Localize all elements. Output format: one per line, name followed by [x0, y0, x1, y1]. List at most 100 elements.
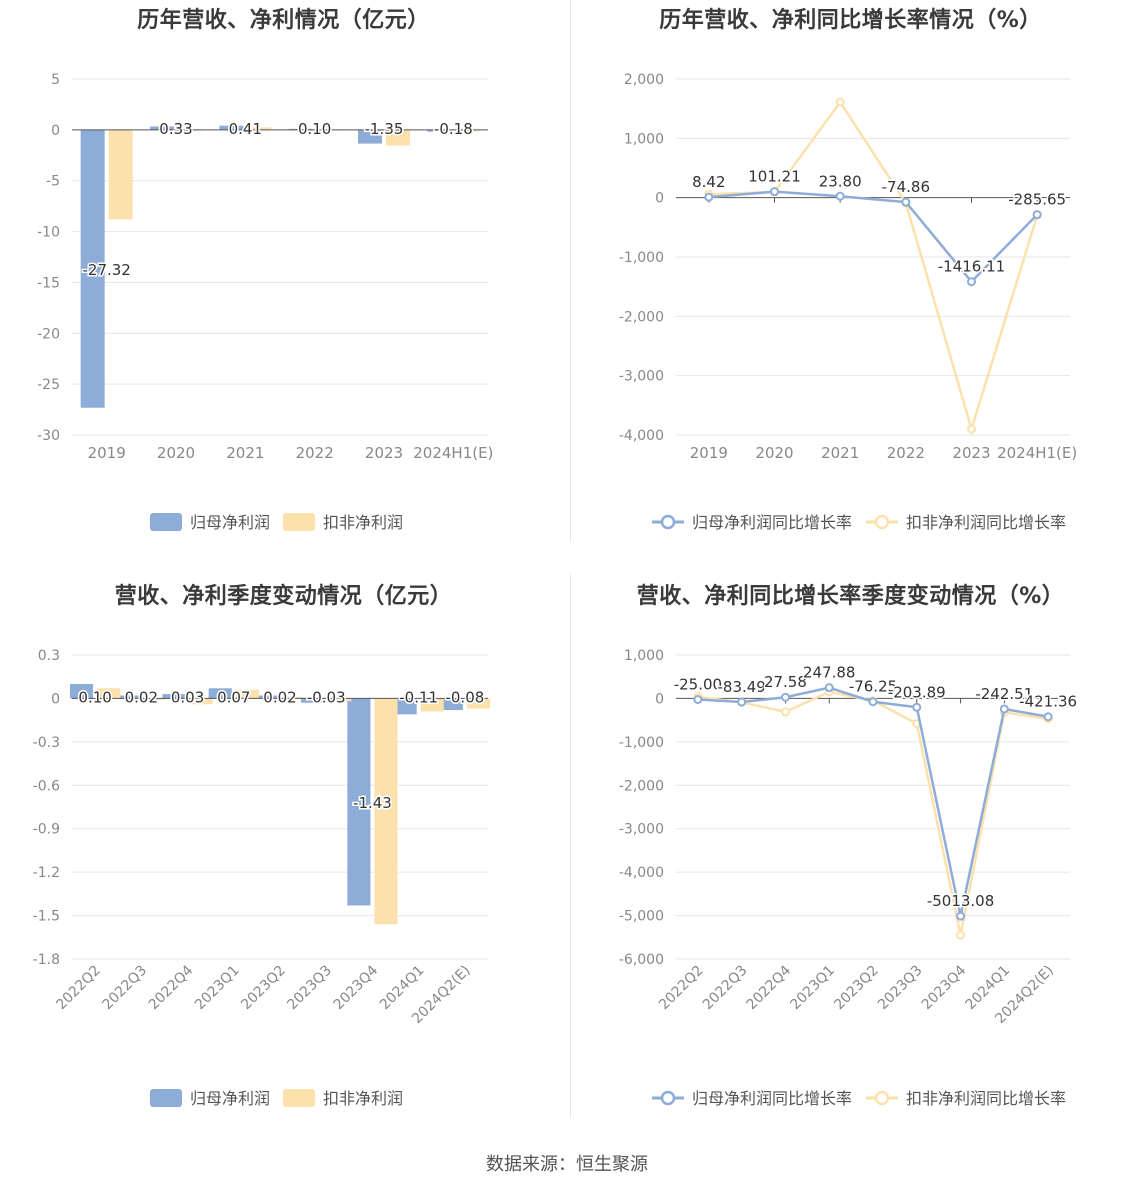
data-label: -1416.11: [938, 258, 1005, 276]
x-tick-label: 2023Q2: [238, 963, 289, 1014]
y-tick-label: -30: [37, 428, 60, 444]
annual-growth-chart: 2,000 1,000 0 -1,000 -2,000 -3,000 -4,000 2019 2…: [619, 72, 1077, 532]
data-label: -76.25: [849, 678, 897, 696]
series-1-point: [1043, 712, 1053, 722]
bar-series-1: [162, 694, 186, 699]
x-tick-label: 2024H1(E): [997, 444, 1077, 462]
y-tick-label: -1.2: [33, 865, 60, 881]
y-tick-label: 2,000: [624, 72, 664, 88]
data-label: -285.65: [1008, 191, 1066, 209]
chart-title: 历年营收、净利情况（亿元）: [137, 8, 430, 33]
legend-label-2: 扣非净利润: [323, 513, 403, 532]
data-label: 0.41: [229, 120, 262, 138]
data-source-label: 数据来源：恒生聚源: [486, 1154, 648, 1175]
x-tick-label: 2022: [887, 444, 925, 462]
series-1-point: [770, 187, 779, 197]
data-label: -0.08: [445, 688, 484, 706]
x-tick-label: 2023Q1: [787, 963, 838, 1014]
y-tick-label: -0.9: [33, 822, 60, 838]
series-1-point: [704, 192, 714, 202]
bar-series-1: [208, 688, 232, 699]
legend-label-1: 归母净利润: [190, 513, 270, 532]
x-tick-label: 2023: [365, 444, 403, 462]
bar-series-1: [427, 129, 452, 132]
series-2-point: [835, 97, 845, 107]
y-tick-label: -0.3: [33, 735, 60, 751]
bar-series-1: [347, 698, 371, 906]
data-label: -421.36: [1019, 693, 1077, 711]
bar-series-1: [439, 698, 463, 711]
x-tick-label: 2022Q4: [146, 962, 197, 1013]
bar-series-1: [254, 695, 278, 699]
x-tick-label: 2023Q4: [331, 962, 382, 1013]
y-tick-label: -1.5: [33, 909, 60, 925]
bar-series-2: [143, 698, 167, 700]
series-1-line: [708, 190, 1039, 284]
data-label: -0.11: [399, 688, 438, 706]
x-tick-label: 2021: [821, 444, 859, 462]
chart-panel-annual-growth: 历年营收、净利同比增长率情况（%） 2,000 1,000 0 -1,000 -2,00…: [567, 0, 1134, 560]
chart-panel-quarterly-growth: 营收、净利同比增长率季度变动情况（%） 1,000 0 -1,000 -2,000 -3…: [567, 576, 1134, 1136]
series-1-point: [835, 191, 845, 201]
x-tick-label: 2020: [755, 444, 793, 462]
data-label: -5013.08: [927, 892, 994, 910]
legend-marker-2: [874, 514, 890, 530]
legend-label-2: 扣非净利润同比增长率: [906, 1089, 1066, 1108]
chart-panel-annual-profit: 历年营收、净利情况（亿元） 5 0 -5 -10 -15 -20 -25 -30 2019 202…: [0, 0, 567, 560]
y-tick-label: -1.8: [33, 952, 60, 968]
bar-series-2: [247, 127, 272, 130]
data-label: -83.49: [717, 678, 765, 696]
data-label: 101.21: [748, 168, 801, 186]
data-label: 0.07: [217, 688, 250, 706]
bar-series-2: [386, 129, 410, 146]
legend-swatch-2: [283, 1089, 315, 1107]
series-1-point: [693, 695, 703, 705]
bar-series-1: [219, 125, 244, 130]
y-tick-label: 1,000: [624, 131, 664, 147]
series-2-line: [697, 690, 1049, 936]
y-tick-label: -5,000: [619, 909, 664, 925]
bar-series-2: [466, 698, 490, 709]
bar-series-1: [393, 698, 417, 715]
chart-title: 历年营收、净利同比增长率情况（%）: [659, 8, 1042, 33]
y-tick-label: -3,000: [619, 822, 664, 838]
bar-series-1: [150, 126, 174, 130]
legend-swatch-2: [283, 513, 315, 531]
legend-label-1: 归母净利润同比增长率: [692, 1089, 852, 1108]
series-2-point: [967, 424, 976, 434]
legend-label-1: 归母净利润: [190, 1089, 270, 1108]
series-1-point: [868, 697, 878, 707]
series-1-point: [737, 697, 747, 707]
bar-series-2: [97, 688, 121, 699]
y-tick-label: 0: [51, 691, 60, 707]
data-label: -0.03: [307, 688, 346, 706]
divider-top: [570, 0, 571, 542]
y-tick-label: -1,000: [619, 250, 664, 266]
chart-title: 营收、净利季度变动情况（亿元）: [114, 584, 453, 609]
annual-profit-chart: 5 0 -5 -10 -15 -20 -25 -30 2019 2020 2021 2022 2023 2…: [37, 72, 493, 532]
legend-marker-1: [660, 514, 676, 530]
legend-swatch-1: [150, 1089, 182, 1107]
y-tick-label: -6,000: [619, 952, 664, 968]
y-tick-label: 1,000: [624, 648, 664, 664]
chart-panel-quarterly-profit: 营收、净利季度变动情况（亿元） 0.3 0 -0.3 -0.6 -0.9 -1.2 -1.5…: [0, 576, 567, 1136]
series-1-point: [967, 277, 976, 287]
bar-series-2: [455, 129, 480, 132]
data-label: 0.10: [298, 120, 331, 138]
chart-title: 营收、净利同比增长率季度变动情况（%）: [636, 584, 1065, 609]
x-tick-label: 2023Q3: [284, 963, 335, 1014]
y-tick-label: -5: [46, 174, 60, 190]
y-tick-label: 0: [51, 123, 60, 139]
data-label: -203.89: [888, 683, 946, 701]
data-label: 0.10: [78, 688, 111, 706]
y-tick-label: -0.6: [33, 778, 60, 794]
legend-marker-2: [874, 1090, 890, 1106]
y-tick-label: -4,000: [619, 428, 664, 444]
y-tick-label: -4,000: [619, 865, 664, 881]
series-1-point: [901, 197, 911, 207]
series-1-point: [999, 704, 1009, 714]
y-tick-label: 0: [655, 191, 664, 207]
data-label: 0.02: [125, 688, 158, 706]
legend-marker-1: [660, 1090, 676, 1106]
y-tick-label: -3,000: [619, 369, 664, 385]
